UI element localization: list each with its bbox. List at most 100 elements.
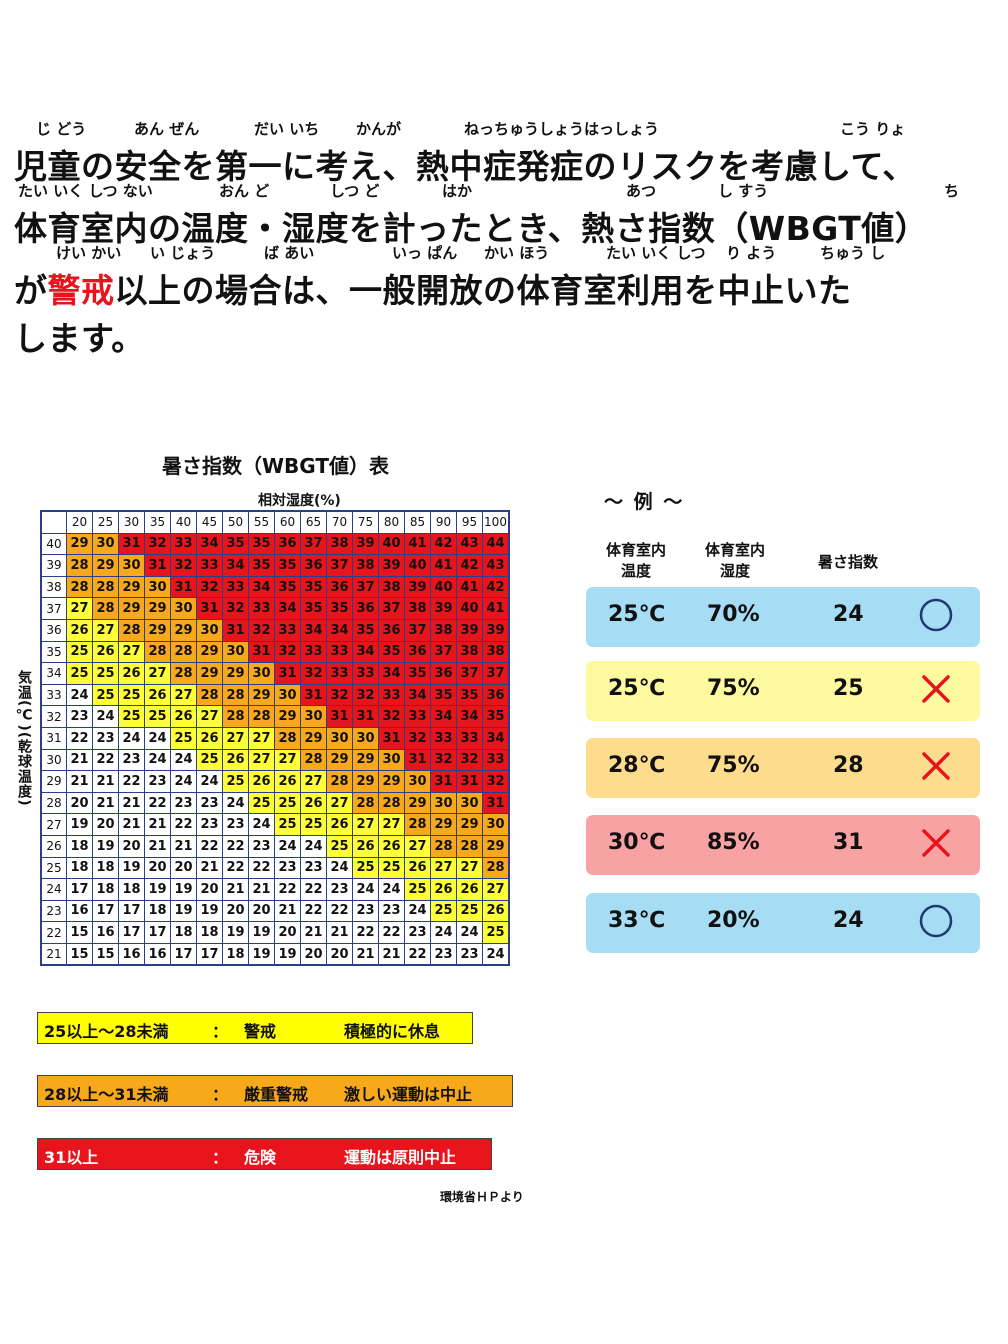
wbgt-cell: 27	[378, 813, 405, 836]
wbgt-cell: 31	[274, 662, 301, 685]
wbgt-cell: 25	[144, 705, 171, 728]
wbgt-cell: 22	[144, 791, 171, 815]
wbgt-cell: 18	[66, 856, 93, 880]
wbgt-cell: 29	[66, 532, 93, 556]
wbgt-cell: 22	[326, 899, 353, 923]
temperature-header-cell: 22	[40, 921, 67, 944]
wbgt-cell: 32	[274, 640, 301, 664]
wbgt-cell: 27	[196, 705, 223, 728]
wbgt-cell: 16	[118, 942, 145, 966]
wbgt-cell: 42	[456, 554, 483, 577]
wbgt-cell: 19	[118, 856, 145, 880]
wbgt-cell: 21	[196, 856, 223, 880]
wbgt-cell: 32	[404, 726, 431, 750]
wbgt-cell: 35	[274, 554, 301, 577]
wbgt-cell: 23	[274, 856, 301, 880]
wbgt-cell: 28	[170, 640, 197, 664]
furigana: あつ	[626, 182, 657, 200]
wbgt-cell: 22	[274, 878, 301, 901]
wbgt-cell: 35	[300, 575, 327, 599]
wbgt-cell: 35	[326, 597, 353, 620]
wbgt-cell: 19	[248, 921, 275, 944]
wbgt-cell: 23	[326, 878, 353, 901]
wbgt-cell: 18	[66, 834, 93, 858]
wbgt-cell: 24	[92, 705, 119, 728]
wbgt-cell: 17	[118, 921, 145, 944]
wbgt-cell: 15	[92, 942, 119, 966]
wbgt-cell: 31	[352, 705, 379, 728]
wbgt-cell: 37	[378, 597, 405, 620]
wbgt-cell: 23	[196, 791, 223, 815]
wbgt-cell: 25	[378, 856, 405, 880]
wbgt-cell: 21	[300, 921, 327, 944]
wbgt-cell: 28	[196, 683, 223, 707]
wbgt-cell: 25	[248, 791, 275, 815]
wbgt-cell: 25	[404, 878, 431, 901]
wbgt-cell: 23	[404, 921, 431, 944]
wbgt-cell: 28	[66, 554, 93, 577]
table-row: 33 24 25 25 26 27 28 28 29 30 31 32 32 33 34 35 35 36	[40, 683, 510, 707]
legend-separator: ：	[212, 1085, 229, 1104]
wbgt-cell: 20	[170, 856, 197, 880]
wbgt-cell: 43	[482, 554, 510, 577]
wbgt-cell: 32	[222, 597, 249, 620]
wbgt-cell: 25	[352, 856, 379, 880]
wbgt-cell: 19	[92, 834, 119, 858]
furigana: い じょう	[150, 244, 216, 262]
wbgt-cell: 39	[430, 597, 457, 620]
wbgt-cell: 27	[482, 878, 510, 901]
wbgt-cell: 24	[404, 899, 431, 923]
wbgt-cell: 35	[248, 532, 275, 556]
wbgt-cell: 25	[274, 813, 301, 836]
wbgt-cell: 20	[300, 942, 327, 966]
wbgt-cell: 25	[92, 683, 119, 707]
table-row: 31 22 23 24 24 25 26 27 27 28 29 30 30 31 32 33 33 34	[40, 726, 510, 750]
wbgt-cell: 29	[274, 705, 301, 728]
wbgt-cell: 32	[144, 532, 171, 556]
wbgt-cell: 26	[404, 856, 431, 880]
wbgt-cell: 18	[118, 878, 145, 901]
wbgt-cell: 33	[352, 662, 379, 685]
wbgt-cell: 42	[430, 532, 457, 556]
wbgt-cell: 37	[404, 618, 431, 642]
temperature-header-cell: 38	[40, 575, 67, 599]
wbgt-cell: 20	[248, 899, 275, 923]
wbgt-cell: 18	[222, 942, 249, 966]
wbgt-cell: 18	[196, 921, 223, 944]
wbgt-cell: 30	[456, 791, 483, 815]
circle-icon	[919, 904, 953, 938]
wbgt-cell: 39	[378, 554, 405, 577]
examples-title: ～ 例 ～	[604, 491, 685, 513]
wbgt-cell: 22	[170, 813, 197, 836]
wbgt-cell: 24	[430, 921, 457, 944]
wbgt-cell: 16	[66, 899, 93, 923]
wbgt-cell: 39	[482, 618, 510, 642]
wbgt-cell: 41	[482, 597, 510, 620]
wbgt-cell: 38	[352, 554, 379, 577]
wbgt-cell: 32	[430, 748, 457, 772]
wbgt-cell: 38	[378, 575, 405, 599]
wbgt-cell: 19	[222, 921, 249, 944]
wbgt-cell: 28	[430, 834, 457, 858]
wbgt-cell: 35	[352, 618, 379, 642]
wbgt-cell: 28	[66, 575, 93, 599]
example-temp: 25℃	[608, 676, 666, 701]
wbgt-cell: 19	[170, 899, 197, 923]
furigana: ち	[944, 182, 960, 200]
legend-range: 25以上～28未満	[44, 1022, 169, 1041]
wbgt-cell: 24	[118, 726, 145, 750]
wbgt-cell: 32	[326, 683, 353, 707]
wbgt-cell: 29	[118, 597, 145, 620]
wbgt-cell: 28	[92, 597, 119, 620]
wbgt-cell: 26	[482, 899, 510, 923]
source-note: 環境省ＨＰより	[440, 1190, 524, 1204]
wbgt-cell: 19	[274, 942, 301, 966]
table-row: 27 19 20 21 21 22 23 23 24 25 25 26 27 27 28 29 29 30	[40, 813, 510, 836]
wbgt-cell: 27	[144, 662, 171, 685]
wbgt-cell: 27	[248, 748, 275, 772]
wbgt-cell: 22	[66, 726, 93, 750]
wbgt-cell: 25	[456, 899, 483, 923]
wbgt-cell: 33	[170, 532, 197, 556]
wbgt-cell: 31	[326, 705, 353, 728]
wbgt-cell: 32	[248, 618, 275, 642]
